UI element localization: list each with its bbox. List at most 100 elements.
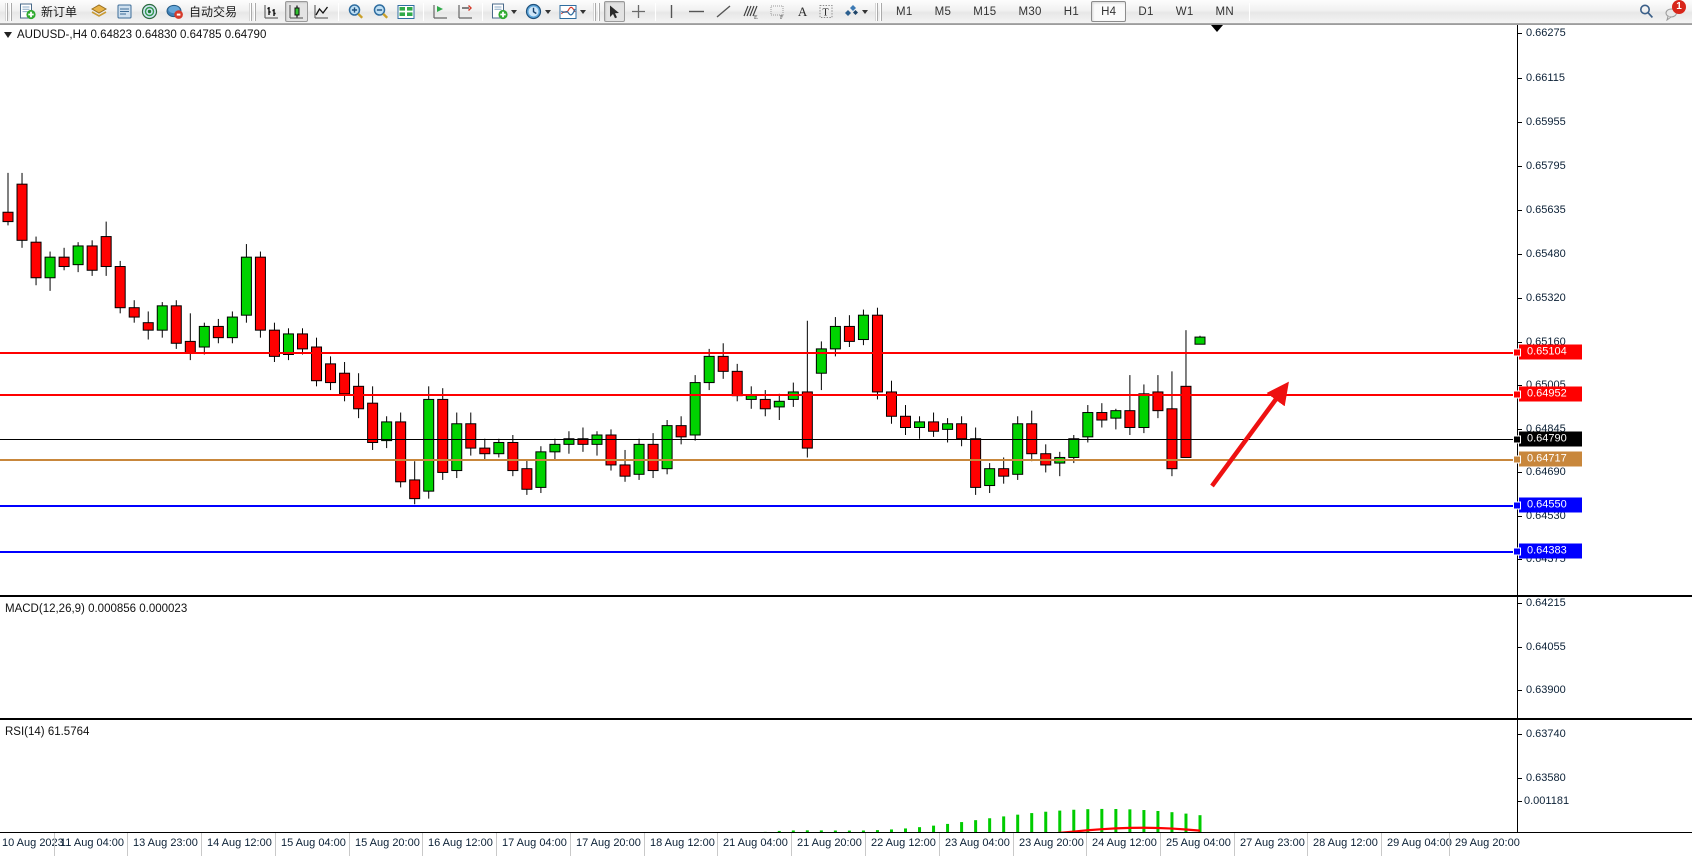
timeframe-d1[interactable]: D1: [1128, 1, 1163, 22]
level-line-red-2[interactable]: [0, 394, 1517, 396]
timeframe-h4[interactable]: H4: [1091, 1, 1127, 22]
support-level-badge-2[interactable]: 0.64383: [1513, 543, 1582, 559]
crosshair-button[interactable]: [627, 1, 650, 22]
cursor-button[interactable]: [604, 1, 626, 22]
candlestick: [773, 393, 785, 421]
price-tick-label: 0.63580: [1526, 772, 1566, 784]
support-level-badge-1[interactable]: 0.64550: [1513, 497, 1582, 513]
toolbar-separator-5: [1249, 2, 1251, 21]
time-axis[interactable]: 10 Aug 2023 11 Aug 04:00 13 Aug 23:00 14 Au…: [0, 832, 1692, 856]
time-divider: [644, 833, 645, 856]
candlestick: [801, 320, 813, 458]
shift-end-button[interactable]: [429, 1, 452, 22]
fibonacci-button[interactable]: E: [738, 1, 763, 22]
level-line-blue-1[interactable]: [0, 505, 1517, 507]
candlestick-chart-icon: [289, 5, 304, 19]
new-order-button[interactable]: 新订单: [16, 1, 85, 22]
svg-text:T: T: [823, 8, 829, 19]
chevron-down-icon-4[interactable]: [862, 9, 869, 14]
candlestick: [1110, 408, 1122, 430]
fibonacci-icon: E: [743, 5, 758, 20]
chart-plot-area[interactable]: AUDUSD-,H4 0.64823 0.64830 0.64785 0.647…: [0, 25, 1517, 833]
vertical-line-button[interactable]: [661, 1, 682, 22]
line-chart-button[interactable]: [310, 1, 333, 22]
price-tick-label: 0.64690: [1526, 466, 1566, 478]
resistance-level-badge-2[interactable]: 0.64952: [1513, 386, 1582, 402]
time-divider: [349, 833, 350, 856]
chevron-down-icon-2[interactable]: [545, 9, 552, 14]
new-order-icon: [20, 3, 36, 20]
grid-button[interactable]: [394, 1, 418, 22]
objects-list-button[interactable]: [839, 1, 871, 22]
candlestick: [212, 318, 224, 344]
time-divider: [1449, 833, 1450, 856]
level-line-blue-2[interactable]: [0, 551, 1517, 553]
price-tick: [1518, 210, 1522, 211]
toolbar-grip-3[interactable]: [593, 2, 601, 21]
candlestick: [240, 244, 252, 323]
auto-trading-button[interactable]: 自动交易: [163, 1, 245, 22]
level-line-red-1[interactable]: [0, 352, 1517, 354]
orange-level-badge[interactable]: 0.64717: [1513, 451, 1582, 467]
chevron-down-icon-3[interactable]: [580, 9, 587, 14]
cursor-icon: [610, 5, 620, 18]
candlestick-chart-button[interactable]: [285, 1, 309, 22]
timeframe-m5[interactable]: M5: [925, 1, 962, 22]
resistance-level-badge-1[interactable]: 0.65104: [1513, 344, 1582, 360]
horizontal-line-button[interactable]: [684, 1, 709, 22]
chevron-down-icon[interactable]: [511, 9, 518, 14]
auto-trading-label: 自动交易: [189, 5, 238, 19]
new-chart-button[interactable]: [488, 1, 520, 22]
zoom-out-button[interactable]: [369, 1, 392, 22]
candlestick: [647, 433, 659, 479]
axis-divider-macd-2: [1518, 596, 1692, 597]
text-label-icon: T: [819, 5, 833, 19]
toolbar-grip-2[interactable]: [249, 2, 257, 21]
time-axis-label: 28 Aug 12:00: [1313, 837, 1378, 849]
templates-button[interactable]: [87, 1, 111, 22]
market-watch-button[interactable]: [138, 1, 161, 22]
alerts-button[interactable]: 1: [1660, 0, 1686, 22]
timeframe-w1[interactable]: W1: [1166, 1, 1204, 22]
templates-dropdown-button[interactable]: [556, 1, 589, 22]
bar-chart-button[interactable]: [260, 1, 283, 22]
candlestick: [689, 375, 701, 441]
alerts-count-badge: 1: [1672, 0, 1686, 14]
timeframe-h1[interactable]: H1: [1054, 1, 1089, 22]
time-axis-label: 16 Aug 12:00: [428, 837, 493, 849]
equidistant-channel-button[interactable]: F: [765, 1, 790, 22]
text-box-button[interactable]: T: [815, 1, 837, 22]
timeframe-label-d1: D1: [1138, 5, 1154, 18]
candlestick: [142, 311, 154, 340]
timeframe-m15[interactable]: M15: [963, 1, 1006, 22]
toolbar-grip-4[interactable]: [875, 2, 883, 21]
text-label-button[interactable]: A: [792, 1, 813, 22]
zoom-in-icon: [348, 4, 364, 19]
candlestick: [942, 418, 954, 443]
price-tick-label: 0.64055: [1526, 641, 1566, 653]
price-axis[interactable]: 0.66275 0.66115 0.65955 0.65795 0.65635 0.654…: [1513, 25, 1692, 847]
current-price-badge[interactable]: 0.64790: [1513, 431, 1582, 447]
candlestick: [311, 337, 323, 387]
period-button[interactable]: [522, 1, 554, 22]
level-line-orange[interactable]: [0, 459, 1517, 461]
bullish-arrow-annotation[interactable]: [1210, 381, 1289, 488]
toolbar-grip[interactable]: [5, 2, 12, 21]
data-window-button[interactable]: [113, 1, 136, 22]
chart-container[interactable]: AUDUSD-,H4 0.64823 0.64830 0.64785 0.647…: [0, 24, 1692, 847]
level-line-black[interactable]: [0, 439, 1517, 440]
search-button[interactable]: [1635, 1, 1658, 22]
chart-menu-triangle-icon[interactable]: [4, 32, 12, 38]
timeframe-m1[interactable]: M1: [886, 1, 923, 22]
indicators-icon: [492, 3, 508, 20]
auto-scroll-button[interactable]: [454, 1, 477, 22]
time-axis-label: 14 Aug 12:00: [207, 837, 272, 849]
chart-cursor-marker: [1211, 25, 1223, 32]
svg-text:E: E: [754, 15, 758, 20]
timeframe-m30[interactable]: M30: [1008, 1, 1051, 22]
price-tick: [1518, 166, 1522, 167]
trendline-button[interactable]: [711, 1, 736, 22]
zoom-in-button[interactable]: [344, 1, 367, 22]
timeframe-mn[interactable]: MN: [1206, 1, 1245, 22]
time-axis-label: 18 Aug 12:00: [650, 837, 715, 849]
